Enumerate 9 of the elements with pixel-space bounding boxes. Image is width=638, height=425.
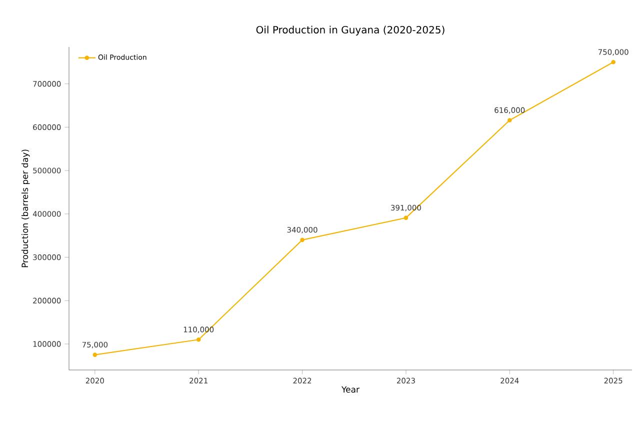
point (300, 238, 304, 242)
point (92, 352, 98, 357)
point (611, 60, 616, 64)
x-axis-title: Year (341, 386, 360, 393)
point (404, 216, 408, 220)
chart-title: Oil Production in Guyana (2020-2025) (256, 26, 444, 36)
y-axis-title: Production (barrels per day) (21, 150, 30, 268)
point (196, 337, 201, 342)
point (508, 118, 512, 122)
